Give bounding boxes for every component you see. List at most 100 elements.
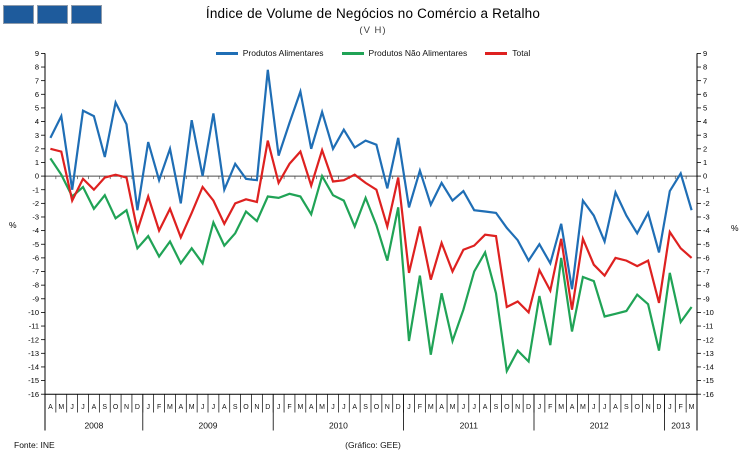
svg-text:F: F (679, 404, 683, 411)
svg-text:F: F (548, 404, 552, 411)
svg-text:J: J (592, 404, 596, 411)
logo-square (37, 5, 68, 24)
svg-text:9: 9 (703, 49, 707, 58)
svg-text:2013: 2013 (671, 421, 690, 431)
svg-text:%: % (731, 223, 739, 233)
svg-text:8: 8 (703, 63, 707, 72)
svg-text:-4: -4 (32, 226, 39, 235)
svg-text:M: M (450, 404, 456, 411)
svg-text:M: M (558, 404, 564, 411)
svg-text:A: A (48, 404, 53, 411)
svg-text:5: 5 (35, 104, 39, 113)
svg-text:D: D (526, 404, 531, 411)
chart-legend: Produtos Alimentares Produtos Não Alimen… (0, 48, 746, 58)
svg-text:M: M (297, 404, 303, 411)
svg-text:S: S (363, 404, 368, 411)
svg-text:M: M (580, 404, 586, 411)
svg-text:M: M (319, 404, 325, 411)
svg-text:4: 4 (35, 117, 39, 126)
svg-text:-8: -8 (703, 281, 710, 290)
svg-text:F: F (287, 404, 291, 411)
svg-text:J: J (538, 404, 542, 411)
source-note: Fonte: INE (14, 440, 55, 450)
svg-text:S: S (233, 404, 238, 411)
svg-text:-2: -2 (703, 199, 710, 208)
svg-text:O: O (113, 404, 119, 411)
svg-text:A: A (222, 404, 227, 411)
svg-text:-7: -7 (32, 267, 39, 276)
svg-text:-15: -15 (28, 376, 39, 385)
series-line-0 (49, 69, 693, 290)
svg-text:N: N (646, 404, 651, 411)
svg-text:J: J (212, 404, 216, 411)
svg-text:-7: -7 (703, 267, 710, 276)
svg-text:N: N (124, 404, 129, 411)
svg-text:-10: -10 (703, 308, 714, 317)
svg-text:8: 8 (35, 63, 39, 72)
svg-text:A: A (483, 404, 488, 411)
svg-text:A: A (92, 404, 97, 411)
svg-text:1: 1 (703, 158, 707, 167)
svg-text:S: S (624, 404, 629, 411)
svg-text:J: J (462, 404, 466, 411)
legend-item-total: Total (485, 48, 530, 58)
svg-text:J: J (201, 404, 205, 411)
svg-text:A: A (570, 404, 575, 411)
svg-text:D: D (656, 404, 661, 411)
svg-text:S: S (102, 404, 107, 411)
svg-text:A: A (439, 404, 444, 411)
svg-text:-14: -14 (703, 363, 714, 372)
svg-text:2010: 2010 (329, 421, 348, 431)
svg-text:O: O (504, 404, 510, 411)
svg-text:O: O (635, 404, 641, 411)
svg-text:-13: -13 (703, 349, 714, 358)
svg-text:6: 6 (703, 90, 707, 99)
svg-text:-9: -9 (32, 294, 39, 303)
svg-text:-6: -6 (32, 253, 39, 262)
svg-text:2: 2 (703, 144, 707, 153)
svg-text:F: F (157, 404, 161, 411)
svg-text:-11: -11 (703, 322, 713, 331)
logo-square (71, 5, 102, 24)
svg-text:-12: -12 (28, 335, 39, 344)
logo-square (3, 5, 34, 24)
svg-text:-8: -8 (32, 281, 39, 290)
svg-text:4: 4 (703, 117, 707, 126)
svg-text:2008: 2008 (84, 421, 103, 431)
svg-text:-9: -9 (703, 294, 710, 303)
svg-text:N: N (254, 404, 259, 411)
svg-text:-1: -1 (32, 185, 39, 194)
svg-text:J: J (81, 404, 85, 411)
svg-text:-3: -3 (32, 213, 39, 222)
svg-text:-1: -1 (703, 185, 710, 194)
svg-text:-16: -16 (28, 390, 39, 399)
svg-text:-15: -15 (703, 376, 714, 385)
svg-text:J: J (331, 404, 335, 411)
svg-text:-5: -5 (703, 240, 710, 249)
svg-text:-11: -11 (29, 322, 39, 331)
svg-text:D: D (265, 404, 270, 411)
series-line-1 (49, 157, 693, 375)
legend-label-nao-alimentares: Produtos Não Alimentares (368, 48, 468, 58)
svg-text:-10: -10 (28, 308, 39, 317)
svg-text:O: O (374, 404, 380, 411)
svg-text:%: % (9, 220, 17, 230)
svg-text:3: 3 (35, 131, 39, 140)
svg-text:7: 7 (703, 76, 707, 85)
svg-text:-14: -14 (28, 363, 39, 372)
svg-text:J: J (603, 404, 607, 411)
svg-text:J: J (668, 404, 672, 411)
series-line-2 (50, 140, 693, 315)
svg-text:J: J (70, 404, 74, 411)
svg-text:5: 5 (703, 104, 707, 113)
svg-text:N: N (385, 404, 390, 411)
svg-text:A: A (613, 404, 618, 411)
svg-text:A: A (352, 404, 357, 411)
svg-text:0: 0 (703, 172, 707, 181)
svg-text:J: J (407, 404, 411, 411)
svg-text:F: F (418, 404, 422, 411)
svg-text:2012: 2012 (590, 421, 609, 431)
chart-title: Índice de Volume de Negócios no Comércio… (205, 6, 541, 21)
svg-text:-4: -4 (703, 226, 710, 235)
